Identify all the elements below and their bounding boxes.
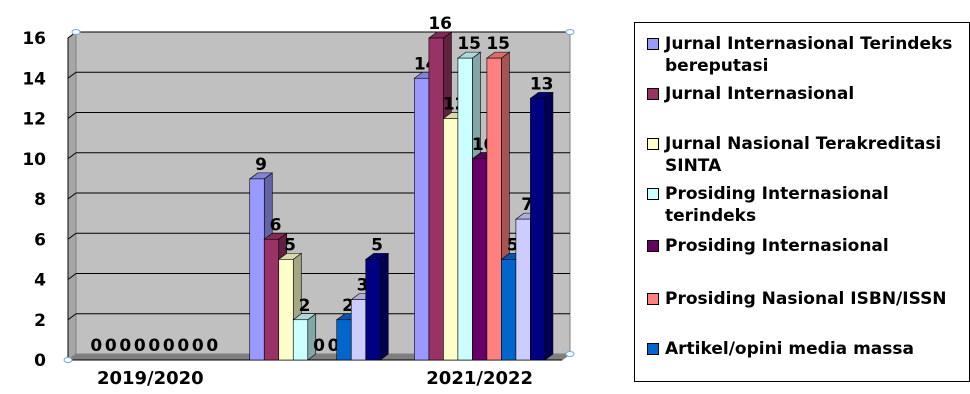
legend-label: Artikel/opini media massa [665,339,914,359]
data-label: 0 [192,336,204,356]
bar [472,158,488,361]
data-label: 3 [357,276,369,296]
legend-item-series-1: Jurnal Internasional Terindeks bereputas… [647,33,965,77]
bar [414,77,430,361]
x-category-label: 2021/2022 [426,368,533,389]
data-label: 0 [134,336,146,356]
bar [249,178,265,361]
bar-side [544,91,554,361]
data-label: 0 [177,336,189,356]
legend-label: Prosiding Internasional [665,236,889,256]
data-label: 5 [507,235,519,255]
legend-label: Jurnal Nasional Terakreditasi SINTA [665,134,942,176]
bar [501,259,517,361]
legend-swatch [647,138,659,150]
plot-area-handle [565,29,575,35]
bar [263,238,280,361]
bar [457,57,473,361]
gridline-side [67,152,77,160]
y-tick-label: 12 [22,110,46,130]
x-category-label: 2019/2020 [97,368,204,389]
bar [350,299,367,361]
data-label: 9 [255,155,267,175]
gridline-side [67,273,77,280]
data-label: 15 [486,34,510,54]
y-tick-label: 2 [34,311,46,331]
gridline-side [67,232,77,240]
bar [486,57,502,361]
data-label: 0 [163,336,175,356]
data-label: 13 [530,74,554,94]
bar [336,319,352,361]
legend-swatch [647,240,659,252]
plot-area-handle [565,351,575,357]
gridline-side [67,112,77,119]
data-label: 0 [313,336,325,356]
legend-label: Jurnal Internasional [665,84,855,104]
bar [292,319,309,361]
legend-item-series-5: Prosiding Internasional [647,235,965,257]
legend-swatch [647,88,659,100]
y-tick-label: 6 [34,230,46,250]
y-tick-label: 10 [22,150,46,170]
gridline-side [67,192,77,200]
legend-label: Prosiding Nasional ISBN/ISSN [665,289,947,309]
plot-area-handle [71,29,81,35]
y-tick-label: 16 [22,29,46,49]
bar [443,118,459,361]
data-label: 0 [119,336,131,356]
data-label: 2 [342,296,354,316]
data-label: 6 [270,215,282,235]
bar [515,218,531,361]
legend-swatch [647,343,659,355]
legend-item-series-2: Jurnal Internasional [647,83,965,105]
y-tick-label: 0 [34,351,46,371]
legend-item-series-7: Artikel/opini media massa [647,338,965,360]
legend-swatch [647,293,659,305]
gridline-side [67,71,77,79]
data-label: 7 [521,195,533,215]
data-label: 0 [148,336,160,356]
plot-area-handle [63,357,73,363]
y-tick-label: 8 [34,190,46,210]
bar [365,259,381,361]
data-label: 0 [206,336,218,356]
data-label: 5 [371,235,383,255]
legend-item-series-3: Jurnal Nasional Terakreditasi SINTA [647,133,965,177]
y-tick-label: 4 [34,271,46,291]
y-tick-label: 14 [22,69,46,89]
bar [428,37,444,361]
legend-swatch [647,188,659,200]
data-label: 5 [284,235,296,255]
data-label: 0 [105,336,117,356]
legend-swatch [647,38,659,50]
legend-label: Prosiding Internasional terindeks [665,184,889,226]
bar [278,259,294,361]
data-label: 0 [90,336,102,356]
bar-side [379,252,389,361]
legend-item-series-6: Prosiding Nasional ISBN/ISSN [647,288,965,310]
data-label: 2 [299,296,311,316]
legend-label: Jurnal Internasional Terindeks bereputas… [665,34,953,76]
gridline-side [67,313,77,321]
data-label: 15 [457,34,481,54]
bar [530,98,546,361]
chart-legend: Jurnal Internasional Terindeks bereputas… [634,22,970,382]
data-label: 16 [428,14,452,34]
legend-item-series-4: Prosiding Internasional terindeks [647,183,965,227]
